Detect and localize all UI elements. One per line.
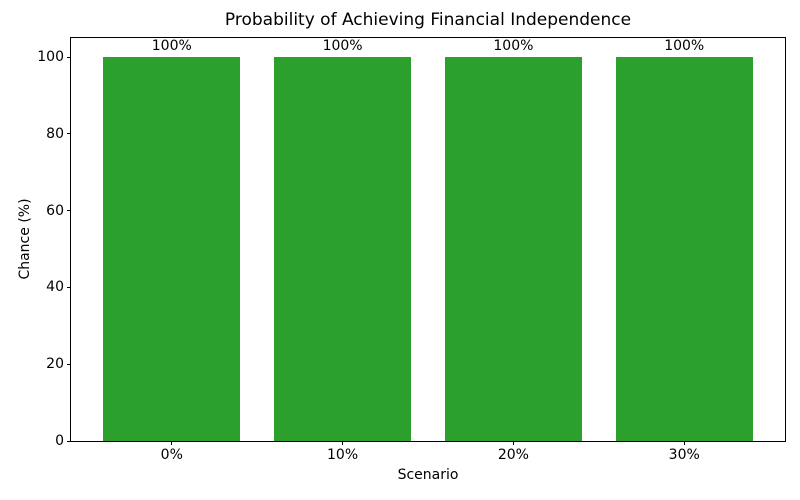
y-tick-mark	[67, 210, 71, 212]
bar	[615, 57, 753, 441]
x-tick-mark	[683, 441, 685, 445]
y-axis-label: Chance (%)	[17, 198, 33, 280]
x-tick-label: 30%	[668, 447, 700, 463]
y-tick-mark	[67, 133, 71, 135]
x-tick-label: 10%	[327, 447, 359, 463]
x-tick-mark	[342, 441, 344, 445]
x-tick-mark	[171, 441, 173, 445]
plot-area: 100% 0% 100% 10% 100% 20% 100% 30% 0 20 40 60 80 100	[37, 37, 786, 462]
bar-value-label: 100%	[322, 37, 363, 54]
x-tick-label: 0%	[160, 447, 183, 463]
y-tick-label: 0	[55, 433, 64, 449]
y-tick-label: 40	[46, 279, 64, 296]
chart-title: Probability of Achieving Financial Indep…	[224, 10, 632, 30]
y-tick-label: 80	[46, 125, 64, 142]
y-tick-mark	[67, 363, 71, 365]
y-tick-label: 60	[46, 202, 64, 219]
bar	[445, 57, 582, 441]
bar	[274, 57, 411, 441]
bar-value-label: 100%	[493, 37, 534, 54]
x-axis-label: Scenario	[397, 467, 459, 483]
y-tick-label: 100	[37, 49, 64, 66]
bar	[103, 57, 241, 441]
y-tick-mark	[67, 56, 71, 58]
y-tick-mark	[67, 286, 71, 288]
x-tick-mark	[512, 441, 514, 445]
bar-value-label: 100%	[151, 37, 192, 54]
y-tick-label: 20	[46, 356, 64, 373]
y-tick-mark	[67, 440, 71, 442]
x-tick-label: 20%	[497, 447, 529, 463]
bar-value-label: 100%	[664, 37, 705, 54]
